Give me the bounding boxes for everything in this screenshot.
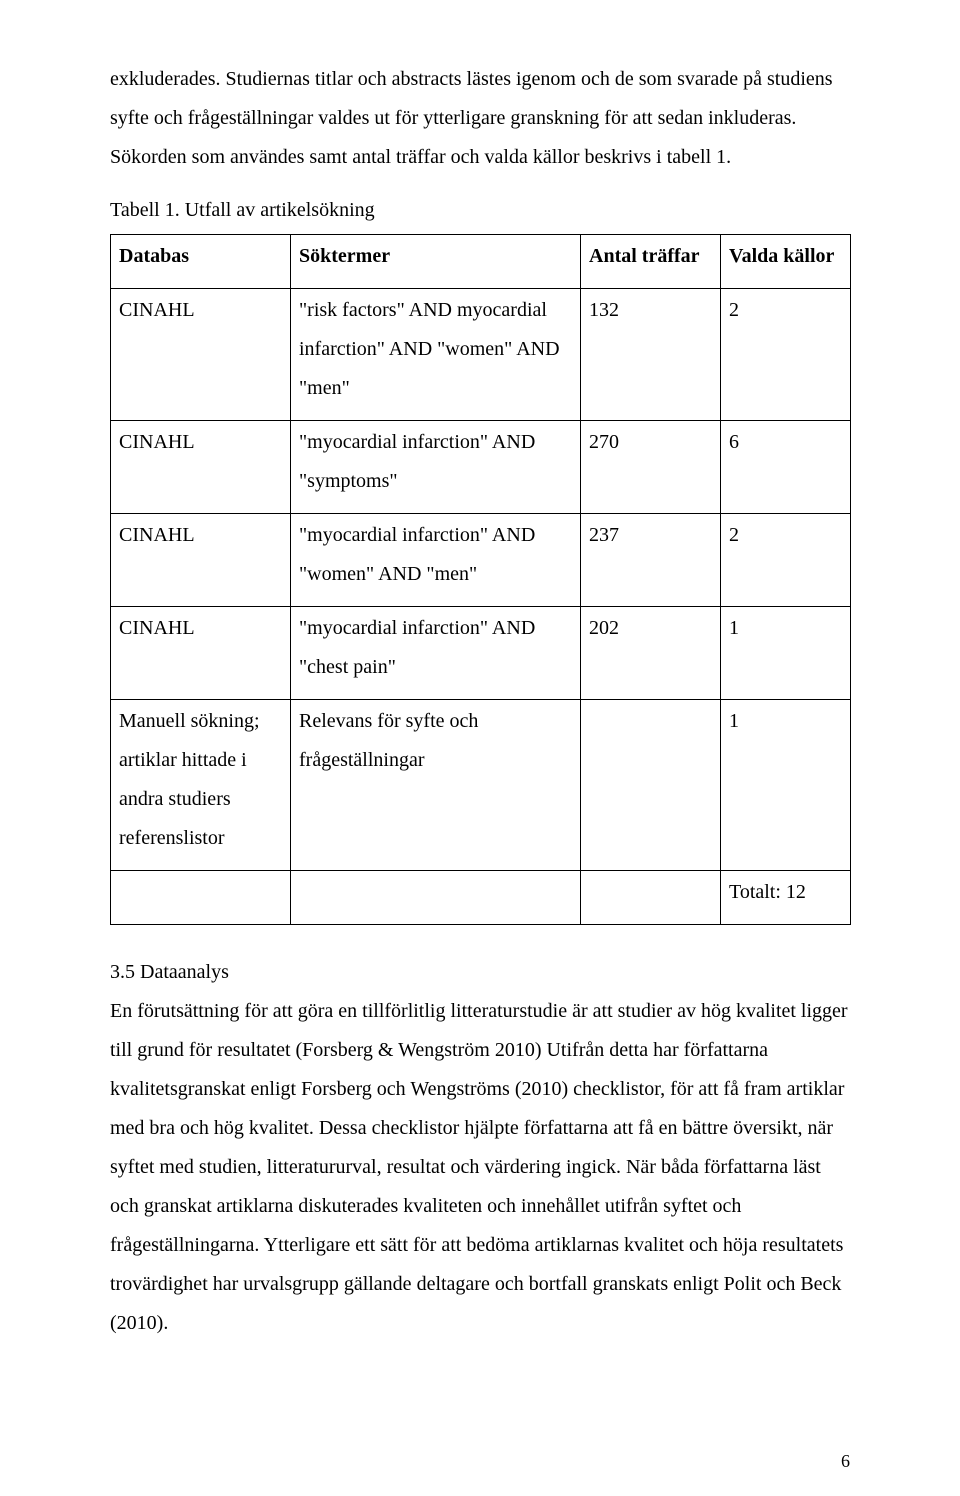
cell-terms: "risk factors" AND myocardial infarction… xyxy=(291,289,581,421)
table-row: CINAHL "risk factors" AND myocardial inf… xyxy=(111,289,851,421)
cell-terms: "myocardial infarction" AND "women" AND … xyxy=(291,514,581,607)
cell-db xyxy=(111,871,291,925)
table-header-row: Databas Söktermer Antal träffar Valda kä… xyxy=(111,235,851,289)
cell-chosen: 1 xyxy=(721,700,851,871)
cell-terms xyxy=(291,871,581,925)
page-number: 6 xyxy=(841,1451,850,1472)
col-header-valda-kallor: Valda källor xyxy=(721,235,851,289)
cell-chosen: 1 xyxy=(721,607,851,700)
table-row: Manuell sökning; artiklar hittade i andr… xyxy=(111,700,851,871)
table-row-total: Totalt: 12 xyxy=(111,871,851,925)
cell-terms: "myocardial infarction" AND "chest pain" xyxy=(291,607,581,700)
cell-db: CINAHL xyxy=(111,289,291,421)
cell-db: Manuell sökning; artiklar hittade i andr… xyxy=(111,700,291,871)
page: exkluderades. Studiernas titlar och abst… xyxy=(0,0,960,1496)
cell-hits: 202 xyxy=(581,607,721,700)
table-row: CINAHL "myocardial infarction" AND "ches… xyxy=(111,607,851,700)
cell-chosen: 2 xyxy=(721,514,851,607)
cell-chosen: 6 xyxy=(721,421,851,514)
cell-db: CINAHL xyxy=(111,421,291,514)
table-caption: Tabell 1. Utfall av artikelsökning xyxy=(110,191,850,230)
paragraph-dataanalys: En förutsättning för att göra en tillför… xyxy=(110,992,850,1343)
col-header-databas: Databas xyxy=(111,235,291,289)
cell-hits xyxy=(581,871,721,925)
col-header-soktermer: Söktermer xyxy=(291,235,581,289)
cell-terms: "myocardial infarction" AND "symptoms" xyxy=(291,421,581,514)
col-header-antal-traffar: Antal träffar xyxy=(581,235,721,289)
cell-db: CINAHL xyxy=(111,607,291,700)
section-heading-3-5: 3.5 Dataanalys xyxy=(110,953,850,992)
search-results-table: Databas Söktermer Antal träffar Valda kä… xyxy=(110,234,851,925)
table-row: CINAHL "myocardial infarction" AND "symp… xyxy=(111,421,851,514)
cell-chosen: Totalt: 12 xyxy=(721,871,851,925)
cell-hits: 237 xyxy=(581,514,721,607)
cell-db: CINAHL xyxy=(111,514,291,607)
paragraph-intro: exkluderades. Studiernas titlar och abst… xyxy=(110,60,850,177)
table-row: CINAHL "myocardial infarction" AND "wome… xyxy=(111,514,851,607)
cell-hits: 270 xyxy=(581,421,721,514)
cell-hits: 132 xyxy=(581,289,721,421)
cell-chosen: 2 xyxy=(721,289,851,421)
cell-hits xyxy=(581,700,721,871)
cell-terms: Relevans för syfte och frågeställningar xyxy=(291,700,581,871)
